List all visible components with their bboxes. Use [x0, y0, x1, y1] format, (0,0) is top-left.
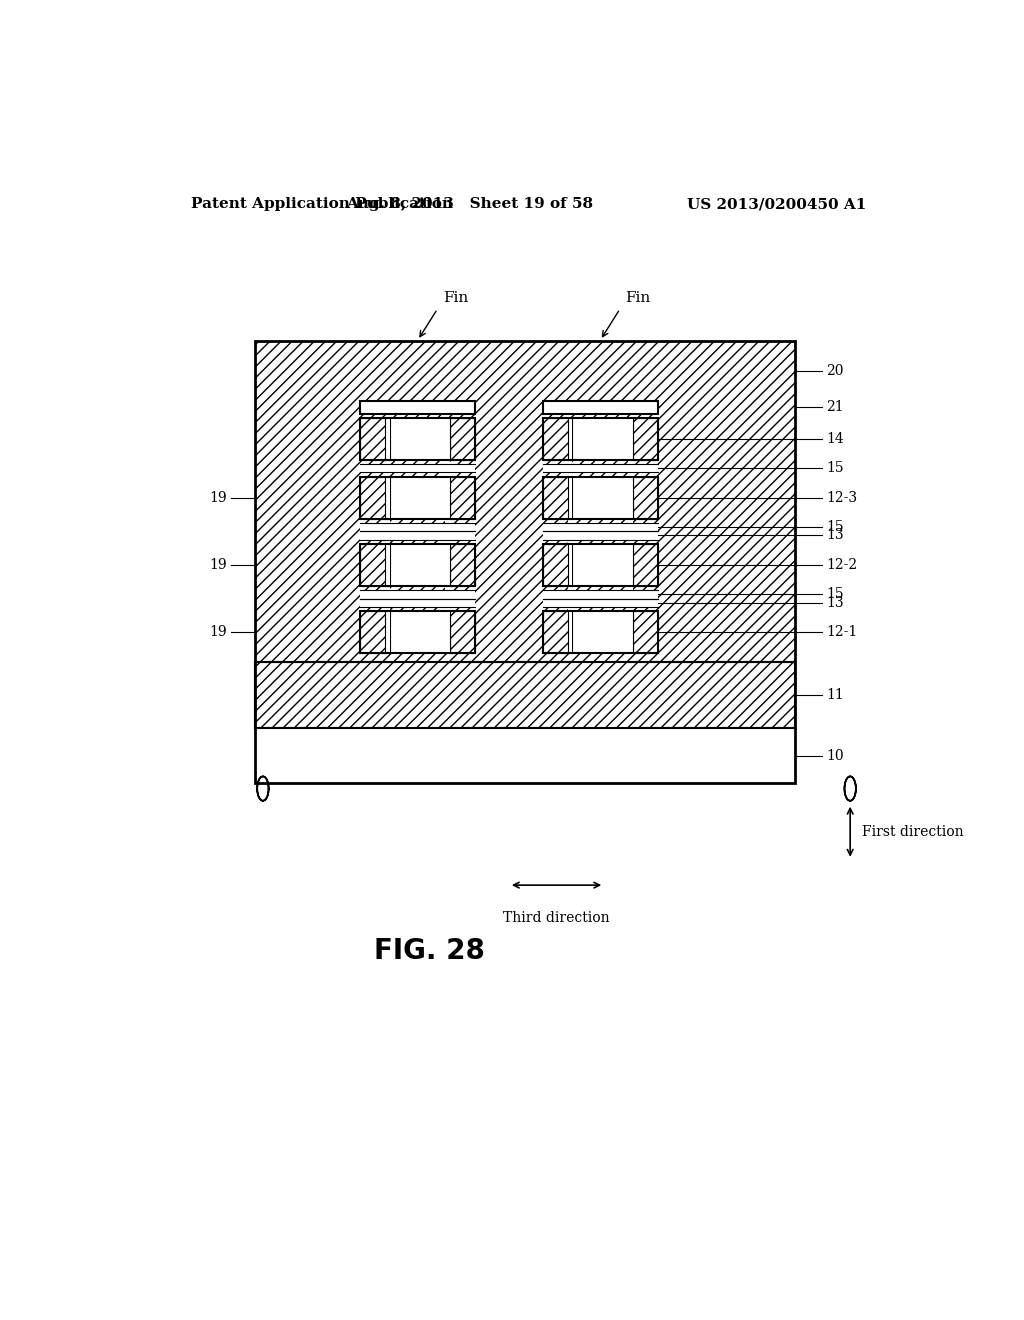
Text: 12-3: 12-3	[826, 491, 857, 504]
Text: Fin: Fin	[626, 290, 651, 305]
Bar	[385, 544, 390, 586]
Text: Aug. 8, 2013   Sheet 19 of 58: Aug. 8, 2013 Sheet 19 of 58	[346, 197, 593, 211]
Bar	[360, 590, 475, 598]
Text: 15: 15	[826, 462, 844, 475]
Bar	[572, 342, 628, 727]
Bar	[633, 417, 657, 461]
Bar	[360, 544, 390, 586]
Bar	[360, 544, 475, 586]
Bar	[385, 611, 390, 653]
Text: 11: 11	[826, 688, 844, 701]
Bar	[445, 611, 451, 653]
Text: 13: 13	[826, 528, 844, 543]
Bar	[543, 523, 657, 532]
Bar	[360, 544, 475, 586]
Bar	[385, 477, 390, 519]
Text: 15: 15	[826, 520, 844, 535]
Text: 19: 19	[210, 626, 227, 639]
Bar	[360, 417, 475, 461]
Bar	[255, 661, 795, 727]
Text: US 2013/0200450 A1: US 2013/0200450 A1	[687, 197, 866, 211]
Bar	[255, 342, 795, 661]
Bar	[451, 477, 475, 519]
Bar	[628, 417, 633, 461]
Bar	[360, 611, 390, 653]
Text: 21: 21	[826, 400, 844, 414]
Bar	[451, 611, 475, 653]
Bar	[543, 477, 572, 519]
Bar	[360, 465, 475, 473]
Bar	[543, 611, 572, 653]
Bar	[628, 477, 633, 519]
Bar	[360, 477, 475, 519]
Text: 13: 13	[826, 595, 844, 610]
Text: Third direction: Third direction	[503, 911, 610, 924]
Bar	[543, 611, 657, 653]
Bar	[543, 544, 572, 586]
Bar	[543, 465, 657, 473]
Bar	[567, 611, 572, 653]
Bar	[543, 598, 657, 607]
Bar	[360, 611, 475, 653]
Bar	[451, 544, 475, 586]
Bar	[360, 523, 475, 532]
Bar	[445, 544, 451, 586]
Bar	[628, 417, 633, 653]
Bar	[543, 417, 657, 461]
Bar	[628, 611, 633, 653]
Bar	[360, 532, 475, 540]
Bar	[360, 417, 475, 461]
Text: 14: 14	[826, 432, 844, 446]
Bar	[543, 417, 657, 461]
Bar	[543, 401, 657, 413]
Bar	[543, 590, 657, 598]
Text: FIG. 28: FIG. 28	[374, 937, 485, 965]
Bar	[543, 477, 657, 519]
Bar	[390, 342, 445, 727]
Bar	[255, 342, 795, 784]
Bar	[360, 477, 475, 519]
Bar	[451, 417, 475, 461]
Text: 10: 10	[826, 748, 844, 763]
Text: First direction: First direction	[862, 825, 964, 838]
Bar	[543, 544, 657, 586]
Bar	[445, 477, 451, 519]
Bar	[543, 477, 657, 519]
Text: 12-1: 12-1	[826, 626, 858, 639]
Bar	[360, 477, 390, 519]
Bar	[567, 417, 572, 461]
Text: 19: 19	[210, 558, 227, 572]
Text: 12-2: 12-2	[826, 558, 857, 572]
Bar	[628, 544, 633, 586]
Bar	[543, 611, 657, 653]
Bar	[445, 417, 451, 461]
Bar	[360, 611, 475, 653]
Bar	[385, 417, 390, 653]
Bar	[633, 544, 657, 586]
Text: Fin: Fin	[443, 290, 468, 305]
Bar	[572, 342, 628, 727]
Bar	[633, 611, 657, 653]
Bar	[633, 477, 657, 519]
Bar	[360, 598, 475, 607]
Text: 19: 19	[210, 491, 227, 504]
Bar	[543, 544, 657, 586]
Bar	[567, 417, 572, 653]
Bar	[360, 401, 475, 413]
Bar	[360, 417, 390, 461]
Bar	[390, 342, 445, 727]
Bar	[543, 532, 657, 540]
Bar	[543, 417, 572, 461]
Bar	[445, 417, 451, 653]
Bar	[567, 544, 572, 586]
Bar	[255, 727, 795, 784]
Text: Patent Application Publication: Patent Application Publication	[191, 197, 454, 211]
Bar	[567, 477, 572, 519]
Text: 20: 20	[826, 364, 844, 379]
Bar	[385, 417, 390, 461]
Text: 15: 15	[826, 587, 844, 602]
